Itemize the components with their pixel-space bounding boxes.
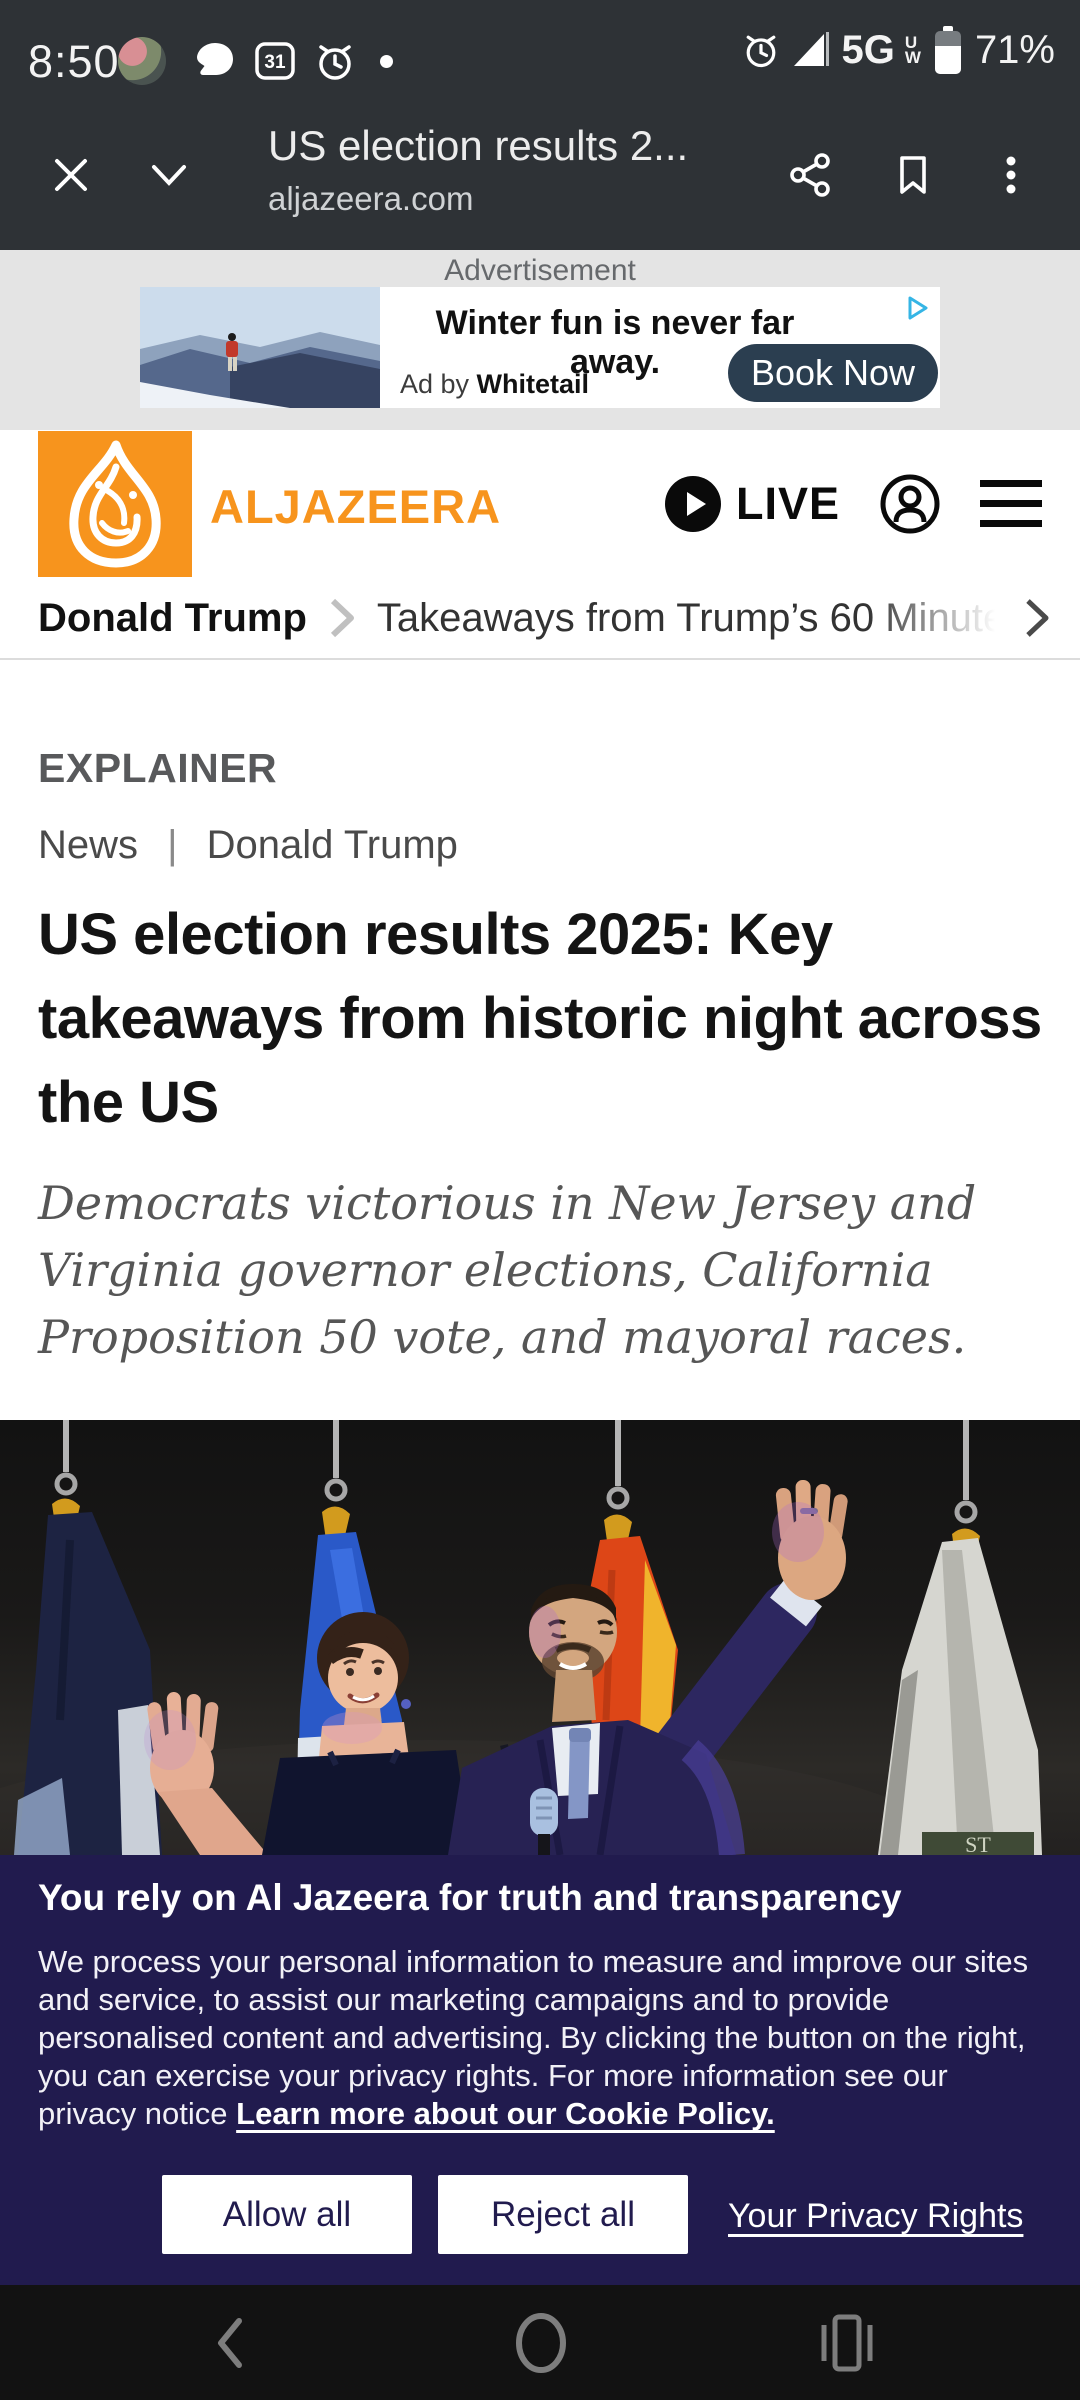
live-button[interactable]: LIVE [664, 475, 840, 533]
battery-percent: 71% [974, 27, 1055, 72]
woman-hand [144, 1692, 268, 1855]
play-icon [664, 476, 721, 532]
menu-icon[interactable] [980, 478, 1042, 530]
ad-image [140, 287, 380, 408]
page-title-block[interactable]: US election results 2... aljazeera.com [268, 122, 748, 218]
ad-attribution: Ad by Whitetail [400, 369, 590, 399]
article-photo: ST [0, 1420, 1080, 1855]
chevron-right-icon [330, 598, 354, 638]
cookie-policy-link[interactable]: Learn more about our Cookie Policy. [236, 2096, 775, 2131]
allow-all-button[interactable]: Allow all [162, 2175, 412, 2254]
account-icon[interactable] [878, 472, 942, 536]
avatar [118, 37, 166, 85]
bookmark-icon[interactable] [890, 152, 936, 198]
battery-icon [934, 26, 961, 74]
share-icon[interactable] [788, 152, 834, 198]
breadcrumb-article[interactable]: Takeaways from Trump’s 60 Minutes [376, 595, 1018, 641]
article-standfirst: Democrats victorious in New Jersey and V… [38, 1176, 977, 1364]
calendar-day: 31 [264, 52, 286, 73]
recent-apps-icon[interactable] [817, 2313, 877, 2373]
navigation-bar [0, 2285, 1080, 2400]
overflow-menu-icon[interactable] [988, 152, 1034, 198]
masthead: ALJAZEERA LIVE [0, 430, 1080, 578]
clock-time: 8:50 [28, 36, 120, 87]
aljazeera-logo[interactable] [38, 431, 192, 577]
ad-section: Advertisement Winter fun is never far aw… [0, 250, 1080, 430]
chevron-down-icon[interactable] [146, 152, 192, 198]
adchoices-icon[interactable] [904, 293, 934, 323]
masthead-actions: LIVE [664, 430, 1042, 578]
breadcrumb: Donald Trump Takeaways from Trump’s 60 M… [0, 578, 1080, 660]
microphone-icon [530, 1788, 558, 1855]
book-now-button[interactable]: Book Now [728, 344, 938, 402]
article-categories: News | Donald Trump [38, 823, 458, 868]
category-separator: | [167, 823, 178, 867]
flag-left [14, 1512, 162, 1855]
flag-orange [584, 1536, 678, 1754]
breadcrumb-next-icon[interactable] [1024, 597, 1050, 639]
article-kicker: EXPLAINER [38, 745, 278, 791]
reject-all-button[interactable]: Reject all [438, 2175, 688, 2254]
person-woman [144, 1612, 529, 1855]
man-hand [772, 1479, 848, 1600]
status-bar: 8:50 31 5G U W 71% [0, 0, 1080, 100]
brand-wordmark[interactable]: ALJAZEERA [210, 480, 502, 533]
alarm-status-icon [746, 35, 775, 68]
browser-header: US election results 2... aljazeera.com [0, 100, 1080, 250]
ad-advertiser: Whitetail [476, 369, 590, 399]
page-title: US election results 2... [268, 122, 689, 169]
article-title: US election results 2025: Key takeaways … [38, 902, 1042, 1135]
breadcrumb-section[interactable]: Donald Trump [38, 595, 307, 640]
live-label: LIVE [735, 478, 840, 529]
ad-banner[interactable]: Winter fun is never far away. Ad by Whit… [140, 287, 940, 408]
alarm-icon [319, 45, 351, 80]
cookie-banner: You rely on Al Jazeera for truth and tra… [0, 1855, 1080, 2285]
close-icon[interactable] [48, 152, 94, 198]
ad-headline: Winter fun is never far away. [435, 304, 795, 381]
signal-icon [793, 32, 829, 66]
network-band: U W [904, 33, 921, 67]
ad-label: Advertisement [444, 254, 636, 287]
article-header: EXPLAINER News | Donald Trump US electio… [0, 660, 1080, 1420]
back-icon[interactable] [201, 2313, 261, 2373]
page-url: aljazeera.com [268, 180, 474, 217]
category-news-link[interactable]: News [38, 823, 139, 867]
cookie-heading: You rely on Al Jazeera for truth and tra… [38, 1877, 902, 1918]
flag-text: ST [965, 1832, 991, 1855]
chat-bubble-icon [197, 43, 233, 75]
network-type: 5G [841, 27, 895, 72]
flag-white: ST [878, 1538, 1042, 1855]
home-icon[interactable] [511, 2313, 571, 2373]
category-tag-link[interactable]: Donald Trump [206, 823, 458, 867]
calendar-icon: 31 [255, 42, 295, 80]
privacy-rights-link[interactable]: Your Privacy Rights [728, 2197, 1024, 2235]
notification-dot-icon [380, 55, 393, 68]
status-right-cluster: 5G U W 71% [740, 0, 1055, 100]
cookie-body: We process your personal information to … [38, 1944, 1029, 2131]
